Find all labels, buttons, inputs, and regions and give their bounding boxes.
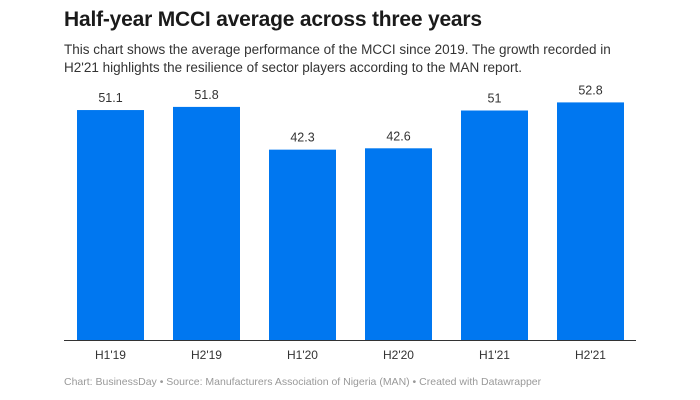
x-tick-label: H1'20 [287,348,318,362]
bar [77,110,144,340]
chart-subtitle: This chart shows the average performance… [64,42,611,75]
bar [365,148,432,340]
x-tick-label: H2'21 [575,348,606,362]
bar [461,110,528,340]
data-label: 42.3 [290,131,314,145]
chart-footer: Chart: BusinessDay • Source: Manufacture… [64,376,542,388]
bar [557,102,624,341]
data-label: 42.6 [386,129,410,143]
x-tick-label: H1'21 [479,348,510,362]
x-tick-label: H2'20 [383,348,414,362]
data-label: 52.8 [578,83,602,97]
data-label: 51.1 [98,91,122,105]
bar [173,106,240,341]
chart-title: Half-year MCCI average across three year… [64,8,482,31]
data-label: 51.8 [194,88,218,102]
bar [269,149,336,340]
x-tick-label: H1'19 [95,348,126,362]
x-tick-label: H2'19 [191,348,222,362]
data-label: 51 [488,92,502,106]
